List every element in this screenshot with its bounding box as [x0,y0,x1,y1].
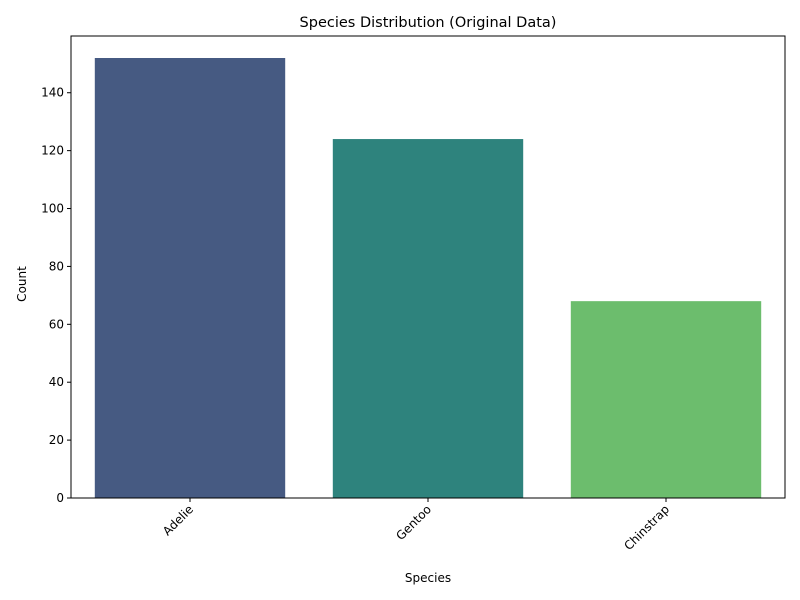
x-axis-label: Species [405,571,451,585]
x-tick-label: Gentoo [393,502,434,543]
bars-group [94,58,762,499]
bar-chinstrap [570,301,762,498]
y-tick-label: 0 [56,491,64,505]
y-axis-label: Count [15,266,29,302]
x-axis: Adelie Gentoo Chinstrap [160,498,672,553]
x-tick-label: Adelie [160,502,196,538]
y-tick-label: 140 [41,86,64,100]
y-tick-label: 20 [49,433,64,447]
chart-title: Species Distribution (Original Data) [300,15,557,31]
y-tick-label: 80 [49,259,64,273]
y-tick-label: 60 [49,317,64,331]
y-tick-label: 40 [49,375,64,389]
y-tick-label: 120 [41,144,64,158]
bar-gentoo [332,139,524,499]
y-tick-label: 100 [41,202,64,216]
y-axis: 0 20 40 60 80 100 120 140 [41,86,71,505]
bar-adelie [94,58,286,498]
x-tick-label: Chinstrap [621,502,672,553]
